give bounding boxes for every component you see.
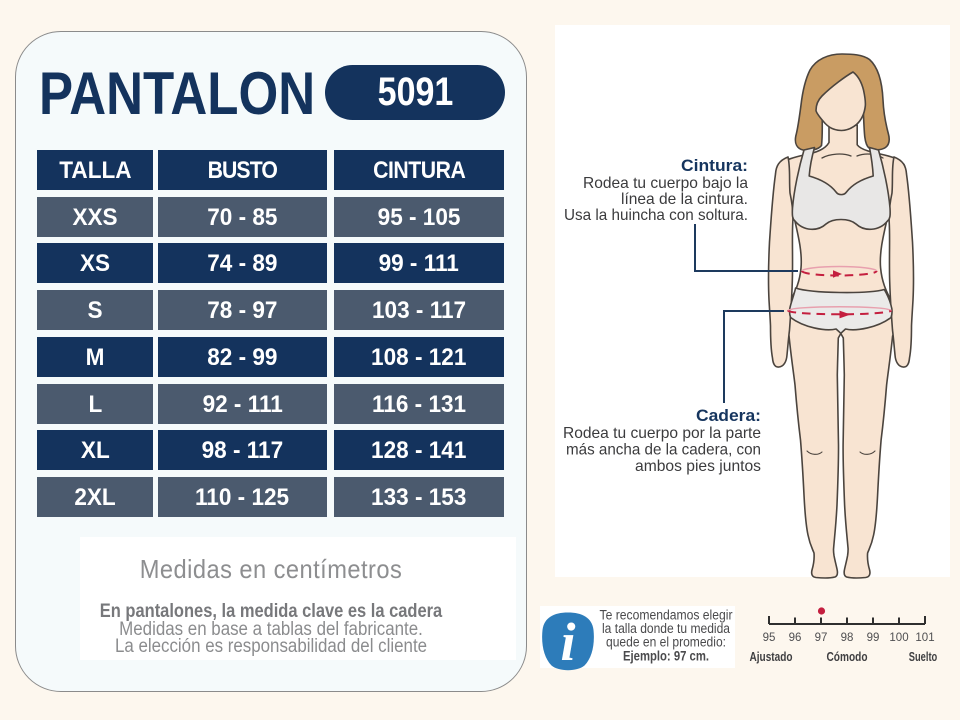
- svg-text:quede en el promedio:: quede en el promedio:: [606, 634, 726, 649]
- svg-text:101: 101: [915, 632, 934, 644]
- svg-text:más ancha de la cadera, con: más ancha de la cadera, con: [566, 442, 761, 459]
- svg-text:100: 100: [889, 632, 908, 644]
- svg-text:línea de la cintura.: línea de la cintura.: [621, 191, 748, 208]
- svg-text:Cadera:: Cadera:: [696, 406, 761, 425]
- svg-text:la talla donde tu medida: la talla donde tu medida: [602, 621, 730, 636]
- svg-text:Cómodo: Cómodo: [827, 649, 868, 664]
- svg-text:Cintura:: Cintura:: [681, 156, 748, 175]
- svg-text:Ajustado: Ajustado: [750, 649, 793, 664]
- svg-text:i: i: [560, 612, 575, 672]
- svg-text:Te recomendamos elegir: Te recomendamos elegir: [600, 608, 733, 623]
- svg-text:Suelto: Suelto: [909, 649, 938, 664]
- svg-text:Ejemplo: 97 cm.: Ejemplo: 97 cm.: [623, 649, 709, 664]
- svg-text:96: 96: [789, 632, 802, 644]
- svg-text:Rodea tu cuerpo bajo la: Rodea tu cuerpo bajo la: [583, 175, 748, 192]
- svg-text:98: 98: [841, 632, 854, 644]
- svg-text:97: 97: [815, 632, 828, 644]
- svg-text:Usa la huincha con soltura.: Usa la huincha con soltura.: [564, 207, 748, 224]
- svg-text:ambos pies juntos: ambos pies juntos: [635, 458, 761, 475]
- svg-text:95: 95: [763, 632, 776, 644]
- svg-text:Rodea tu cuerpo por la parte: Rodea tu cuerpo por la parte: [563, 425, 761, 442]
- svg-text:99: 99: [867, 632, 880, 644]
